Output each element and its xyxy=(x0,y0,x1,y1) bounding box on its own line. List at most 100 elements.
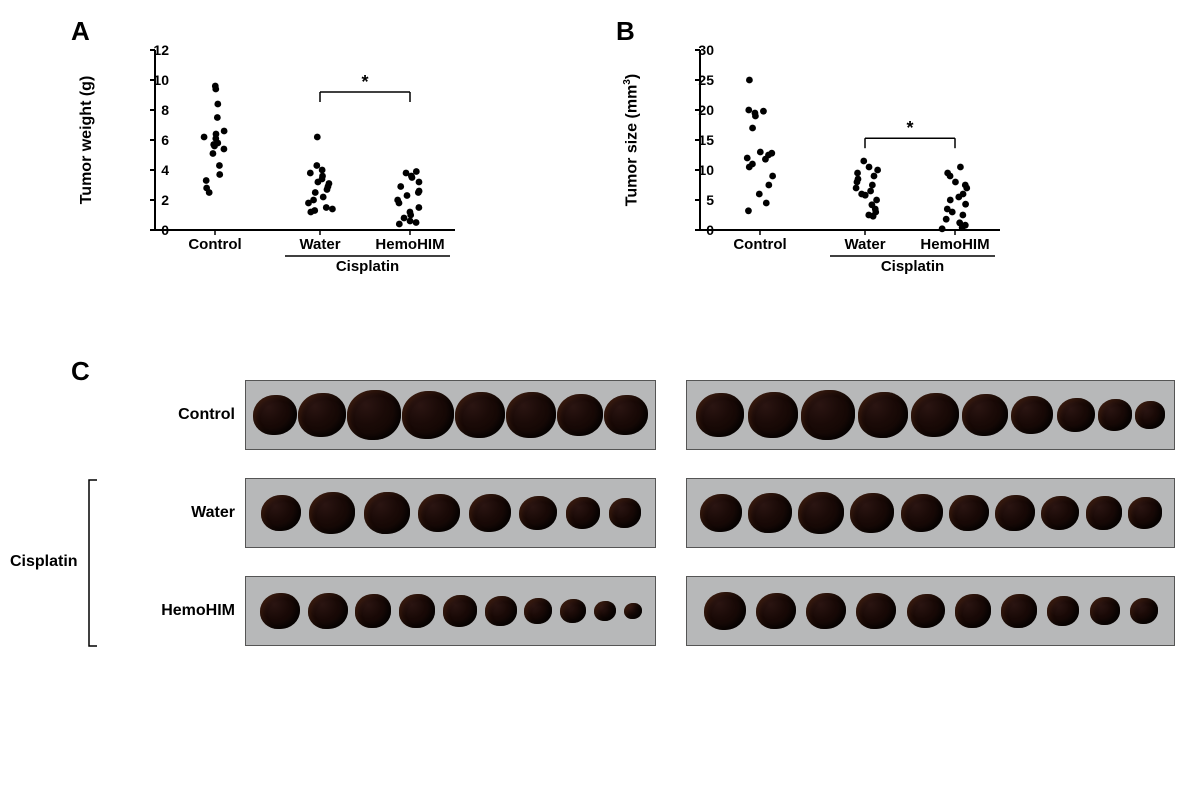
tumor-sample xyxy=(1086,496,1122,529)
panel-a-plot xyxy=(155,50,455,230)
tumor-sample xyxy=(850,493,894,533)
tumor-sample xyxy=(1128,497,1162,528)
panel-c: ControlWaterHemoHIMCisplatin xyxy=(95,380,1175,674)
tumor-sample xyxy=(949,495,989,532)
y-tick-label: 10 xyxy=(153,72,169,88)
y-tick-label: 15 xyxy=(698,132,714,148)
tumor-sample xyxy=(485,596,517,625)
tumor-sample xyxy=(399,594,435,627)
tumor-sample xyxy=(253,395,297,435)
y-tick-label: 8 xyxy=(161,102,169,118)
tumor-sample xyxy=(402,391,454,439)
tumor-sample xyxy=(962,394,1008,436)
group-label-hemohim: HemoHIM xyxy=(920,236,989,253)
y-tick-label: 0 xyxy=(706,222,714,238)
cisplatin-bracket-icon xyxy=(85,478,99,648)
tumor-sample xyxy=(856,593,896,630)
tumor-sample xyxy=(1047,596,1079,625)
tumor-strip xyxy=(686,478,1175,548)
tumor-strip xyxy=(686,576,1175,646)
tumor-sample xyxy=(1130,598,1158,624)
tumor-sample xyxy=(455,392,505,438)
panel-b-label: B xyxy=(616,16,635,47)
tumor-sample xyxy=(309,492,355,534)
tumor-sample xyxy=(594,601,616,621)
tumor-sample xyxy=(798,492,844,534)
tumor-sample xyxy=(469,494,511,533)
group-label-water: Water xyxy=(844,236,885,253)
y-tick-label: 25 xyxy=(698,72,714,88)
cisplatin-label: Cisplatin xyxy=(336,258,399,275)
group-label-water: Water xyxy=(299,236,340,253)
tumor-sample xyxy=(443,595,477,626)
significance-star: * xyxy=(906,118,913,139)
cisplatin-label: Cisplatin xyxy=(881,258,944,275)
tumor-sample xyxy=(418,494,460,533)
tumor-sample xyxy=(624,603,642,620)
row-label-hemohim: HemoHIM xyxy=(95,602,235,620)
tumor-sample xyxy=(261,495,301,532)
tumor-sample xyxy=(748,493,792,533)
y-tick-label: 4 xyxy=(161,162,169,178)
panel-c-row-hemohim: HemoHIM xyxy=(95,576,1175,646)
tumor-sample xyxy=(519,496,557,531)
significance-star: * xyxy=(361,72,368,93)
tumor-sample xyxy=(557,394,603,436)
group-label-control: Control xyxy=(733,236,786,253)
tumor-sample xyxy=(756,593,796,630)
panel-b-ylabel-text: Tumor size (mm3) xyxy=(624,74,641,206)
tumor-sample xyxy=(1057,398,1095,433)
cisplatin-side-label: Cisplatin xyxy=(10,553,78,571)
tumor-sample xyxy=(355,594,391,627)
tumor-sample xyxy=(806,593,846,630)
tumor-sample xyxy=(566,497,600,528)
tumor-sample xyxy=(347,390,401,440)
tumor-sample xyxy=(700,494,742,533)
tumor-strip xyxy=(245,380,656,450)
panel-a-svg xyxy=(155,50,455,230)
tumor-sample xyxy=(506,392,556,438)
tumor-strip xyxy=(245,478,656,548)
panel-c-label: C xyxy=(71,356,90,387)
tumor-sample xyxy=(696,393,744,437)
tumor-sample xyxy=(1041,496,1079,531)
panel-a-ylabel: Tumor weight (g) xyxy=(78,76,96,205)
panel-b-plot xyxy=(700,50,1000,230)
tumor-sample xyxy=(911,393,959,437)
group-label-hemohim: HemoHIM xyxy=(375,236,444,253)
tumor-sample xyxy=(560,599,586,623)
y-tick-label: 2 xyxy=(161,192,169,208)
tumor-sample xyxy=(901,494,943,533)
tumor-sample xyxy=(1098,399,1132,430)
panel-b: B Tumor size (mm3) 051015202530*ControlW… xyxy=(640,40,1020,300)
y-tick-label: 6 xyxy=(161,132,169,148)
panel-a: A Tumor weight (g) 024681012*ControlWate… xyxy=(95,40,475,300)
tumor-sample xyxy=(995,495,1035,532)
tumor-sample xyxy=(955,594,991,627)
panel-a-label: A xyxy=(71,16,90,47)
cisplatin-group: WaterHemoHIMCisplatin xyxy=(95,478,1175,646)
tumor-sample xyxy=(1011,396,1053,435)
tumor-sample xyxy=(609,498,641,527)
figure-root: A Tumor weight (g) 0 2 4 6 8 10 12 * Control Wate… xyxy=(0,0,1200,789)
panel-c-row-control: Control xyxy=(95,380,1175,450)
panel-c-row-water: Water xyxy=(95,478,1175,548)
y-tick-label: 12 xyxy=(153,42,169,58)
tumor-sample xyxy=(1135,401,1165,429)
tumor-sample xyxy=(604,395,648,435)
y-tick-label: 5 xyxy=(706,192,714,208)
row-label-control: Control xyxy=(95,406,235,424)
tumor-sample xyxy=(801,390,855,440)
tumor-sample xyxy=(260,593,300,630)
tumor-sample xyxy=(858,392,908,438)
y-tick-label: 30 xyxy=(698,42,714,58)
panel-b-svg xyxy=(700,50,1000,230)
group-label-control: Control xyxy=(188,236,241,253)
row-label-water: Water xyxy=(95,504,235,522)
tumor-sample xyxy=(907,594,945,629)
y-tick-label: 0 xyxy=(161,222,169,238)
tumor-sample xyxy=(1090,597,1120,625)
tumor-sample xyxy=(524,598,552,624)
tumor-sample xyxy=(748,392,798,438)
tumor-sample xyxy=(704,592,746,631)
